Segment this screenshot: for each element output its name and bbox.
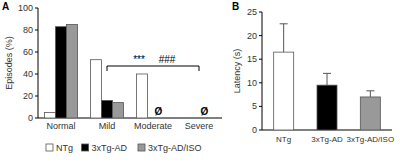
legend-swatch [138, 144, 145, 151]
y-tick-label: 15 [247, 54, 257, 64]
x-tick-label: Moderate [134, 121, 172, 131]
y-tick [259, 106, 262, 107]
y-tick-label: 40 [23, 69, 33, 79]
bar [205, 118, 216, 119]
bar [45, 113, 56, 119]
annotation: ### [159, 54, 176, 65]
panel-label: B [232, 1, 239, 12]
legend-label: NTg [56, 143, 73, 153]
bar [67, 25, 78, 119]
bar [159, 118, 170, 119]
panel-label: A [2, 1, 9, 12]
bar [102, 100, 113, 118]
bar [317, 85, 337, 130]
y-tick-label: 20 [247, 31, 257, 41]
y-tick [35, 52, 38, 53]
bar [91, 60, 102, 118]
y-tick [259, 82, 262, 83]
x-tick-label: Mild [99, 121, 116, 131]
figure: 020406080100Episodes (%)ANormalMildModer… [0, 0, 400, 162]
legend-label: 3xTg-AD [92, 143, 128, 153]
bar [56, 27, 67, 118]
bar [113, 103, 124, 118]
y-tick [35, 96, 38, 97]
y-tick [259, 59, 262, 60]
plot-area [45, 25, 148, 119]
bar [137, 74, 148, 118]
y-tick-label: 0 [28, 113, 33, 123]
y-tick-label: 20 [23, 91, 33, 101]
annotation: Ø [155, 106, 163, 117]
y-tick-label: 10 [247, 78, 257, 88]
legend-swatch [46, 144, 53, 151]
y-tick [259, 130, 262, 131]
y-tick [259, 35, 262, 36]
plot-area [274, 24, 381, 130]
y-tick [35, 74, 38, 75]
y-tick [35, 8, 38, 9]
y-axis-label: Episodes (%) [4, 36, 14, 90]
annotation: Ø [201, 106, 209, 117]
y-tick [35, 118, 38, 119]
y-tick-label: 100 [18, 3, 33, 13]
y-tick-label: 25 [247, 7, 257, 17]
y-axis-label: Latency (s) [232, 49, 242, 94]
error-bar [323, 73, 331, 85]
y-tick-label: 60 [23, 47, 33, 57]
bar [183, 118, 194, 119]
bar [194, 118, 205, 119]
bar [148, 118, 159, 119]
y-axis [262, 12, 263, 130]
y-tick [35, 30, 38, 31]
legend-swatch [82, 144, 89, 151]
x-tick-label: Severe [185, 121, 214, 131]
error-bar [366, 91, 374, 97]
y-tick [259, 12, 262, 13]
bar [360, 97, 380, 130]
x-tick-label: NTg [276, 135, 291, 144]
y-tick-label: 0 [252, 125, 257, 135]
legend-label: 3xTg-AD/ISO [148, 143, 202, 153]
y-axis [38, 8, 39, 118]
x-tick-label: Normal [46, 121, 75, 131]
x-tick-label: 3xTg-AD/ISO [347, 135, 395, 144]
bar [274, 52, 294, 130]
x-tick-label: 3xTg-AD [311, 135, 343, 144]
error-bar [280, 24, 288, 52]
y-tick-label: 80 [23, 25, 33, 35]
y-tick-label: 5 [252, 101, 257, 111]
significance-bracket [107, 66, 199, 71]
annotation: *** [133, 54, 145, 65]
